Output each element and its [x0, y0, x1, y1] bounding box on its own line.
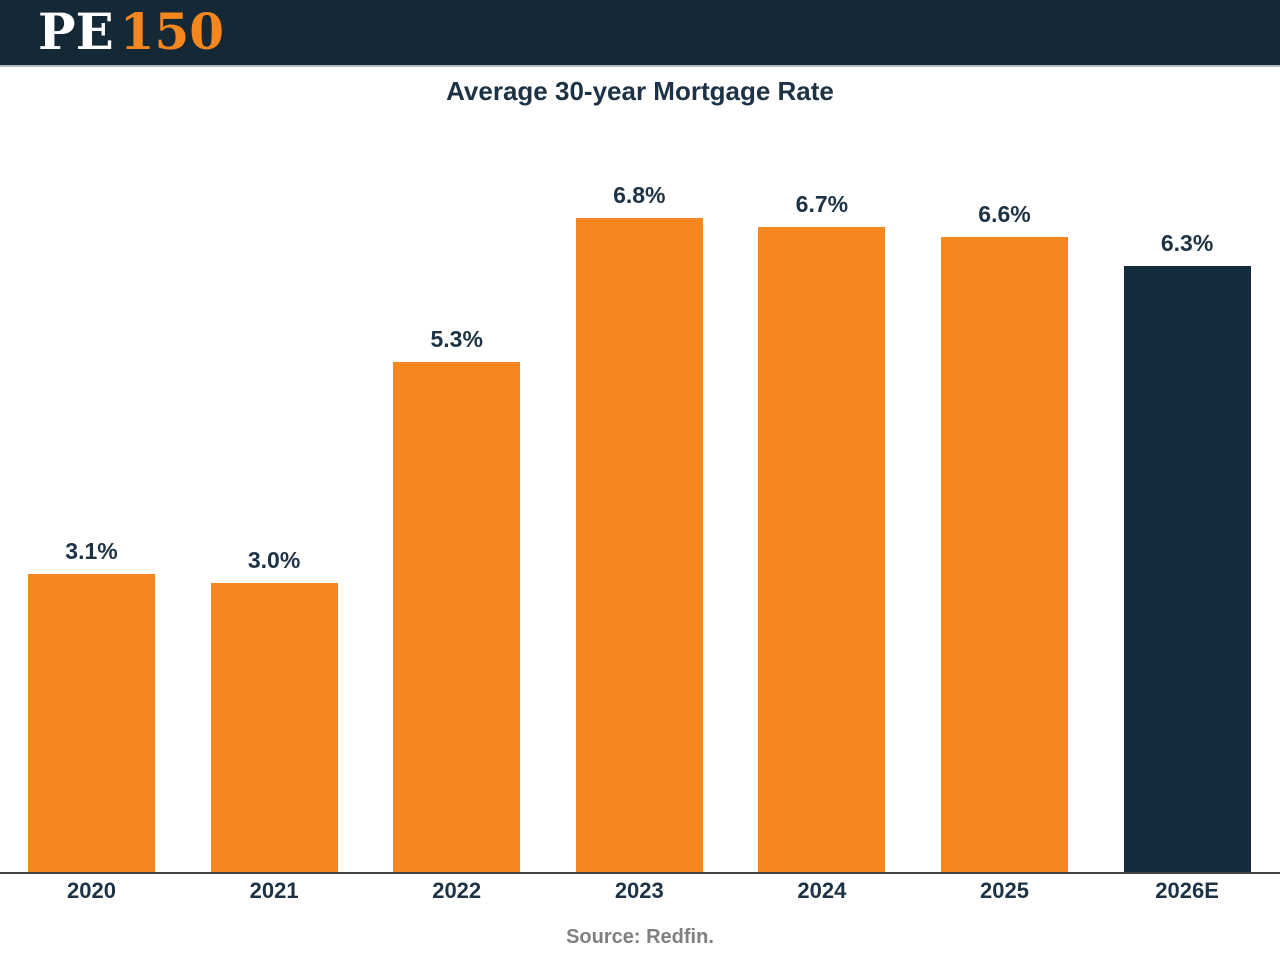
source-note: Source: Redfin. — [566, 926, 714, 948]
header-bar: PE 150 — [0, 0, 1280, 67]
bar-value-label: 6.6% — [978, 201, 1031, 227]
chart-title: Average 30-year Mortgage Rate — [446, 76, 834, 106]
bar-value-label: 5.3% — [430, 326, 483, 352]
bar-value-label: 3.1% — [65, 538, 118, 564]
bar-2025: 6.6% — [941, 201, 1068, 872]
x-axis-label-2024: 2024 — [797, 878, 847, 903]
x-axis-line — [0, 872, 1280, 874]
bar-2021: 3.0% — [210, 547, 338, 872]
bar-2024: 6.7% — [758, 191, 886, 872]
x-axis-label-2026E: 2026E — [1155, 878, 1219, 903]
x-axis-label-2023: 2023 — [614, 878, 664, 903]
bar-value-label: 3.0% — [247, 547, 301, 573]
logo-150-text: 150 — [119, 2, 225, 61]
bar-chart: 3.1% 3.0% 5.3% 6.8% 6.7% 6.6% 6.3% — [0, 100, 1280, 874]
x-axis-label-2022: 2022 — [432, 878, 482, 903]
bar-2023: 6.8% — [575, 182, 703, 872]
pe150-logo: PE 150 — [38, 1, 224, 63]
x-axis-label-2025: 2025 — [980, 878, 1029, 903]
x-axis-label-2021: 2021 — [249, 878, 299, 903]
x-axis-label-2020: 2020 — [67, 878, 116, 903]
logo-pe-text: PE — [38, 2, 114, 61]
bar-2026E: 6.3% — [1123, 230, 1251, 872]
bar-value-label: 6.8% — [613, 182, 666, 208]
bar-value-label: 6.3% — [1160, 230, 1214, 256]
bar-2020: 3.1% — [28, 538, 155, 872]
bars-container: 3.1% 3.0% 5.3% 6.8% 6.7% 6.6% 6.3% — [0, 100, 1280, 874]
x-axis-labels: 2020 2021 2022 2023 2024 2025 2026E — [0, 878, 1280, 910]
bar-value-label: 6.7% — [795, 191, 849, 217]
bar-2022: 5.3% — [393, 326, 521, 872]
